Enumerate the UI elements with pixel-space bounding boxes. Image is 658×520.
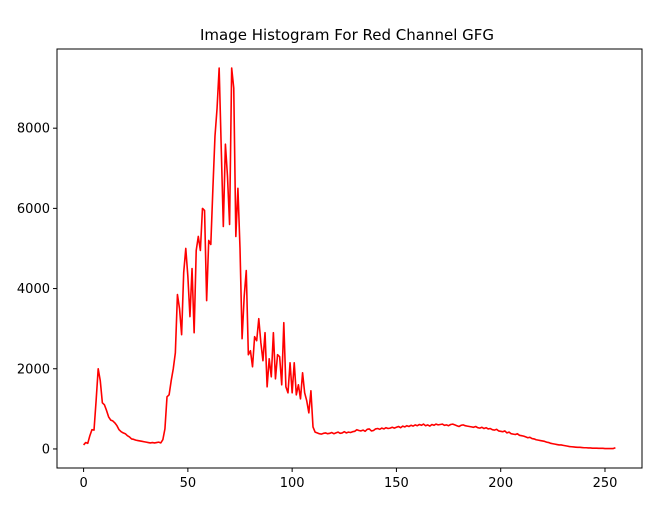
x-tick-label: 100 <box>280 476 305 491</box>
y-axis-ticks: 0 2000 4000 6000 8000 <box>17 122 57 457</box>
y-tick-label: 4000 <box>17 282 50 297</box>
y-tick-label: 0 <box>42 442 50 457</box>
x-tick-label: 250 <box>593 476 618 491</box>
y-tick-label: 6000 <box>17 202 50 217</box>
series-line-0 <box>82 67 616 450</box>
axes-frame <box>56 48 643 469</box>
y-tick-label: 8000 <box>17 122 50 137</box>
x-tick-label: 50 <box>180 476 197 491</box>
x-tick-label: 150 <box>384 476 409 491</box>
x-tick-label: 200 <box>488 476 513 491</box>
x-axis-ticks: 0 50 100 150 200 250 <box>79 468 617 491</box>
chart-title: Image Histogram For Red Channel GFG <box>200 26 494 44</box>
plot-area <box>82 67 616 450</box>
x-tick-label: 0 <box>79 476 87 491</box>
y-tick-label: 2000 <box>17 362 50 377</box>
